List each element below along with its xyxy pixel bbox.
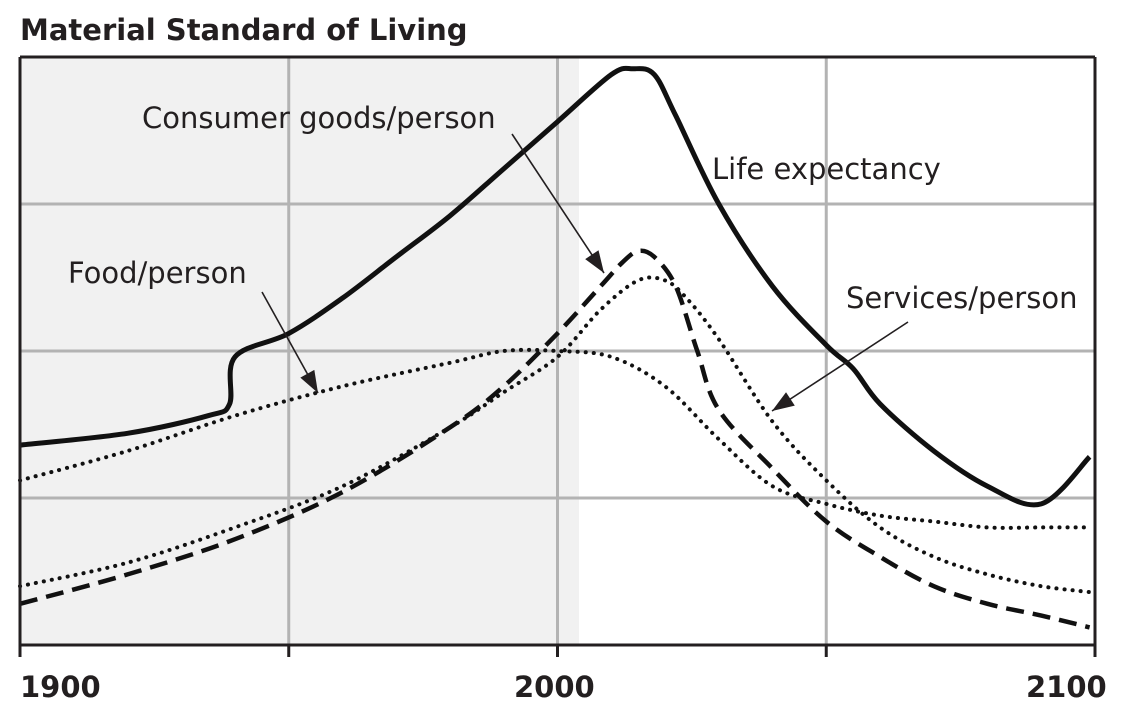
arrow-food-head xyxy=(300,369,318,393)
series-line-life-expectancy xyxy=(19,65,1092,508)
arrow-services-head xyxy=(772,392,795,411)
series-lines xyxy=(18,65,1092,630)
x-tick-label-2100: 2100 xyxy=(1026,670,1107,704)
x-axis-ticks xyxy=(18,645,1097,657)
label-food-per-person: Food/person xyxy=(68,256,247,290)
x-tick-label-2000: 2000 xyxy=(514,670,595,704)
arrow-services-shaft xyxy=(771,321,909,412)
label-consumer-goods-per-person: Consumer goods/person xyxy=(142,101,496,135)
arrow-consumer-goods-shaft xyxy=(511,133,605,274)
series-line-food-person xyxy=(18,347,1092,530)
arrow-consumer-goods-head xyxy=(585,250,604,273)
chart-title: Material Standard of Living xyxy=(20,13,468,47)
annotation-arrows xyxy=(261,133,909,412)
series-line-consumer-goods-person xyxy=(19,248,1091,630)
x-tick-label-1900: 1900 xyxy=(20,670,101,704)
label-services-per-person: Services/person xyxy=(846,281,1077,315)
label-life-expectancy: Life expectancy xyxy=(712,152,941,186)
series-line-services-person xyxy=(18,275,1092,595)
